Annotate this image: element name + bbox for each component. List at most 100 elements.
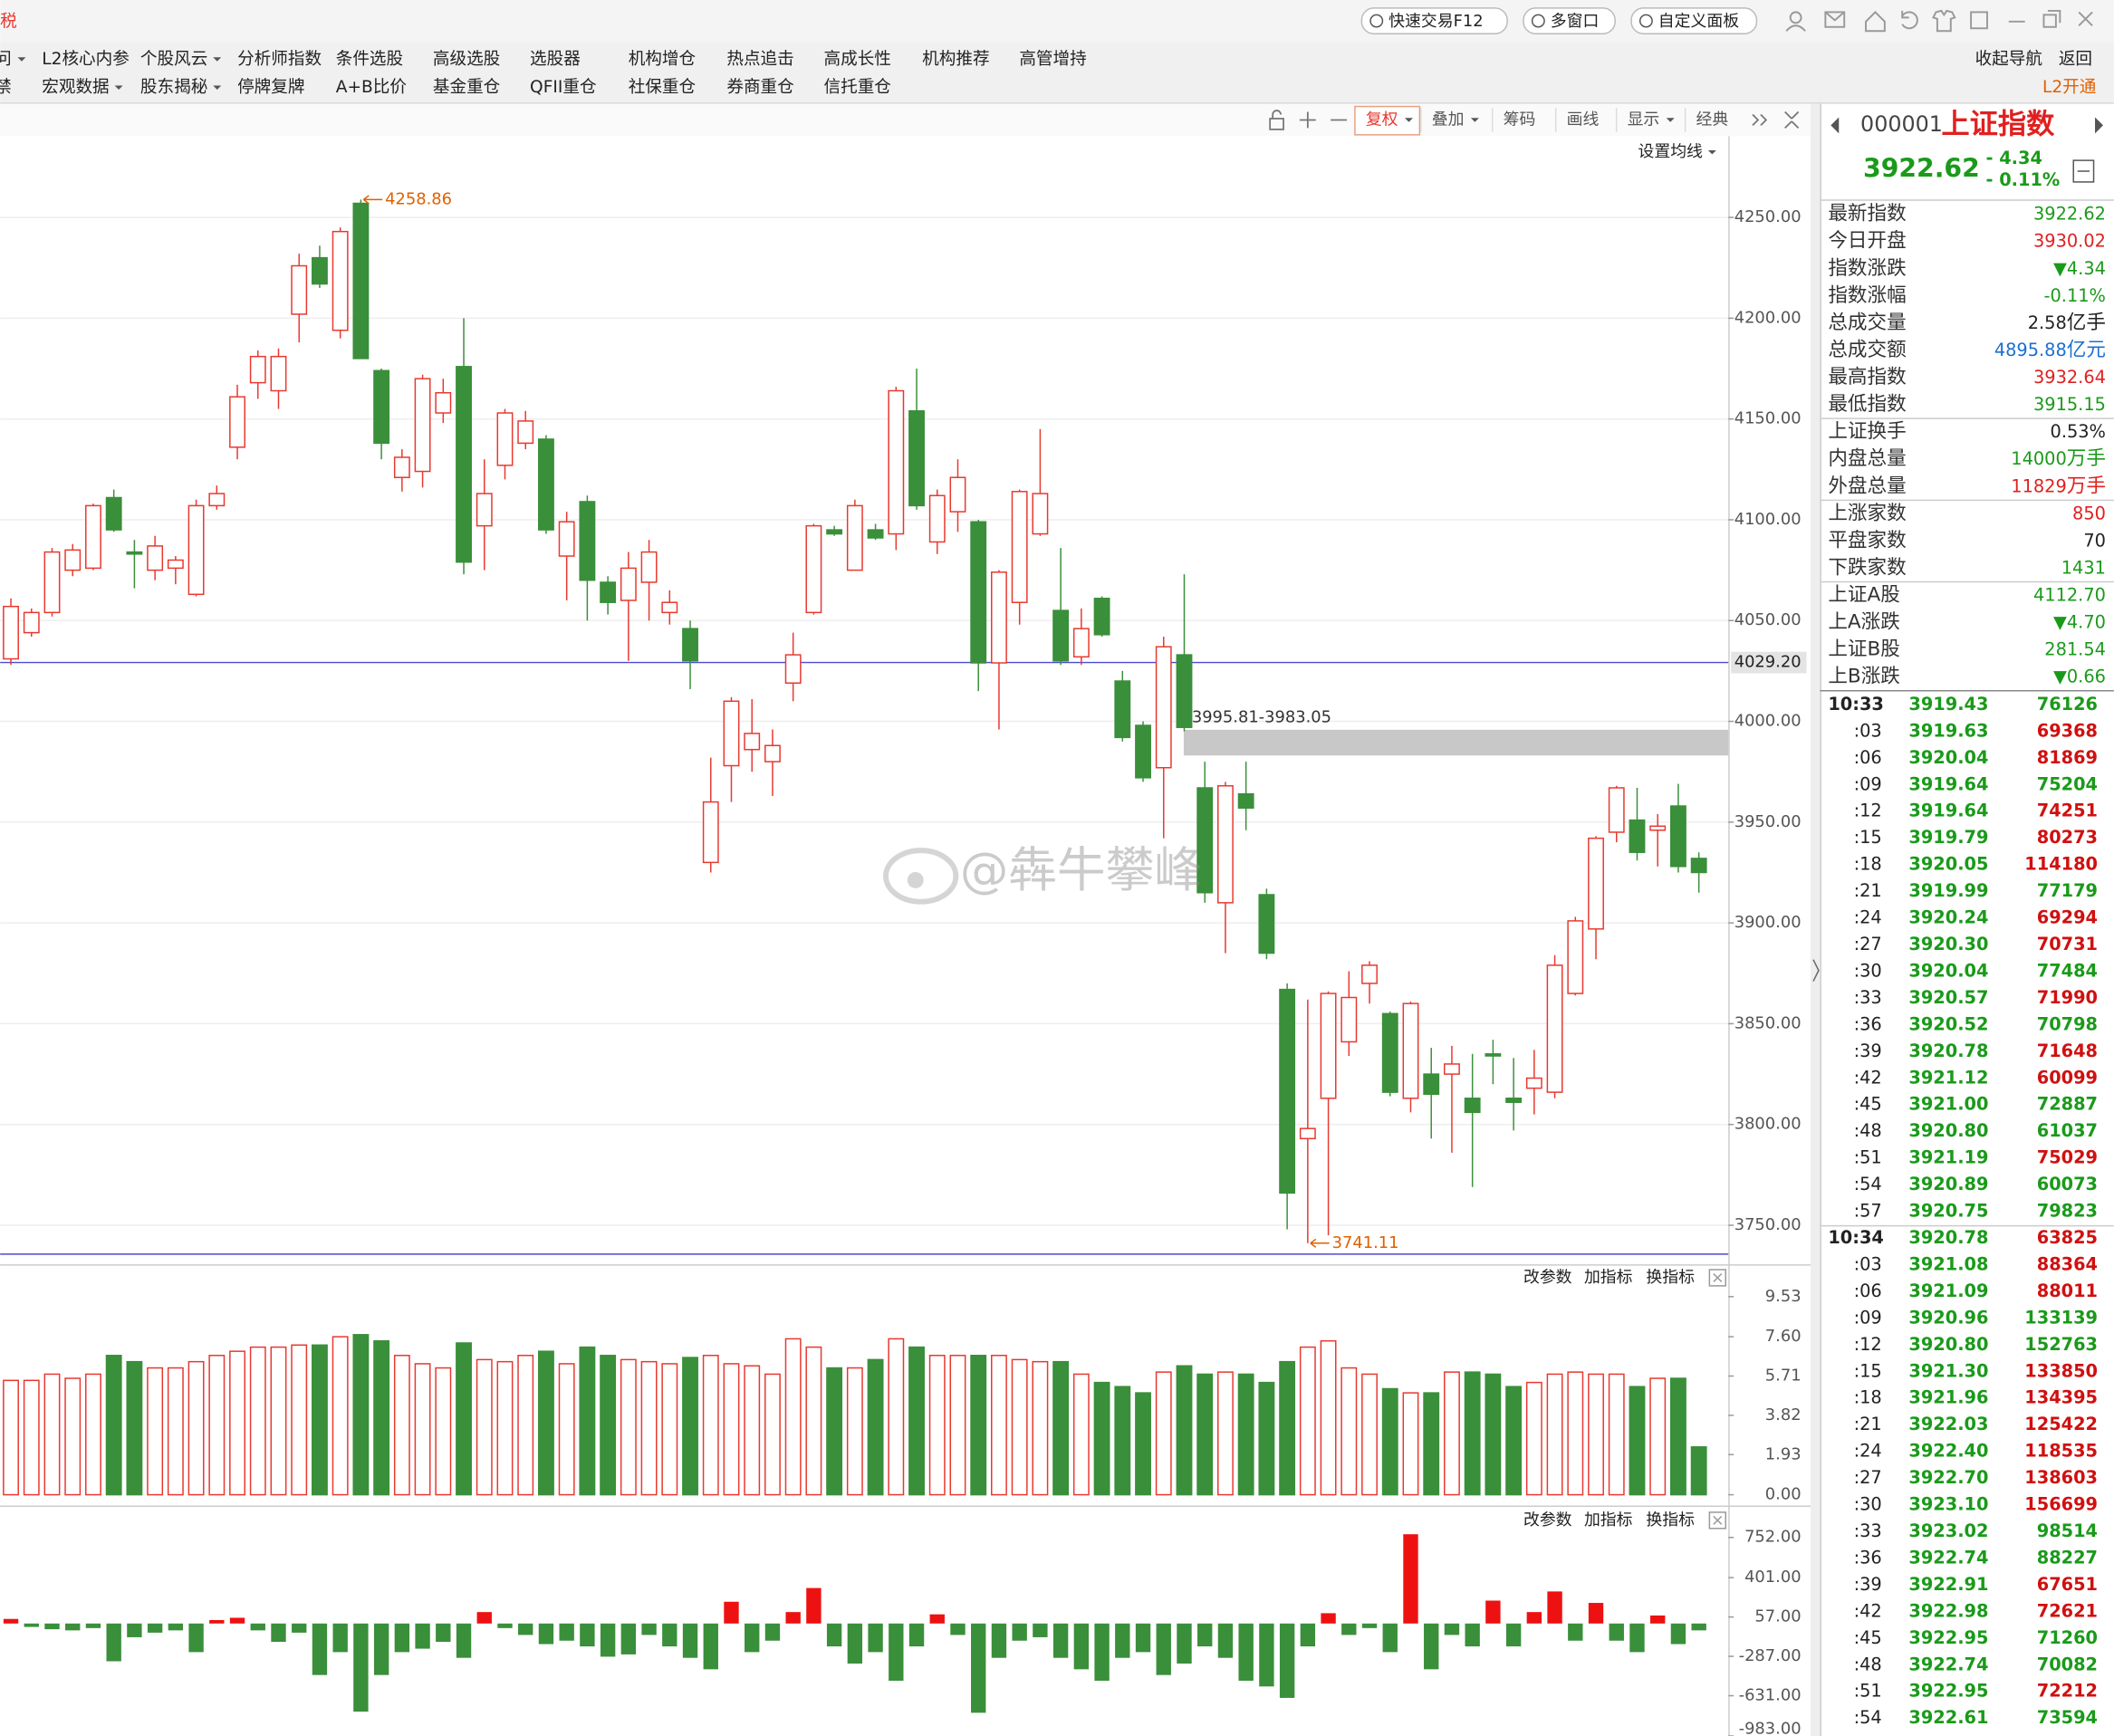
menu-item[interactable]: QFII重仓 [530, 78, 597, 97]
title-button-icon [1638, 14, 1653, 28]
menu-item[interactable]: 禁 [0, 78, 12, 97]
panel-close[interactable] [1708, 1269, 1726, 1287]
menu-item[interactable]: 问 [0, 50, 12, 69]
volume-bar [1032, 1360, 1049, 1496]
indicator-bar [332, 1623, 348, 1653]
title-button-label[interactable]: 自定义面板 [1658, 12, 1739, 31]
candle-body [373, 369, 390, 445]
prev-arrow[interactable] [1831, 117, 1840, 134]
dropdown-arrow [1666, 118, 1675, 122]
volume-bar [949, 1355, 966, 1496]
toolbar-button[interactable]: 画线 [1567, 110, 1600, 129]
menu-item[interactable]: 高级选股 [433, 50, 500, 69]
indicator-bar [1650, 1615, 1666, 1624]
candle-body [1052, 609, 1070, 662]
stat-value: ▼4.34 [2053, 257, 2106, 278]
toolbar-icons[interactable] [1269, 110, 1800, 130]
stat-number: 3915.15 [2033, 394, 2106, 415]
candle-body [723, 700, 740, 767]
menu-item[interactable]: 机构增仓 [629, 50, 697, 69]
menu-item[interactable]: 分析师指数 [237, 50, 322, 69]
volume-bar [888, 1338, 905, 1496]
tick-time: :09 [1854, 773, 1882, 794]
indicator-bar [1485, 1600, 1501, 1624]
volume-bar [43, 1373, 61, 1496]
dropdown-arrow [213, 85, 222, 90]
panel-handle[interactable] [1810, 103, 1821, 1736]
volume-bar [3, 1379, 19, 1496]
menu-item[interactable]: 券商重仓 [726, 78, 794, 97]
toolbar-button[interactable]: 显示 [1628, 110, 1660, 129]
tick-time: :15 [1854, 1360, 1882, 1381]
panel-button[interactable]: 换指标 [1646, 1511, 1695, 1530]
tick-time: :15 [1854, 827, 1882, 848]
candle-body [1320, 993, 1337, 1099]
volume-bar [105, 1355, 122, 1496]
menu-item[interactable]: 高管增持 [1019, 50, 1086, 69]
next-arrow[interactable] [2095, 117, 2103, 134]
menu-item[interactable]: 信托重仓 [824, 78, 892, 97]
menu-item[interactable]: 个股风云 [140, 50, 207, 69]
volume-bar [435, 1367, 452, 1496]
toolbar-button[interactable]: 叠加 [1432, 110, 1465, 129]
menu-item[interactable]: 股东揭秘 [140, 78, 207, 97]
panel-close-x [1713, 1515, 1723, 1525]
title-button[interactable] [1523, 7, 1616, 34]
panel-button[interactable]: 改参数 [1523, 1268, 1572, 1287]
indicator-bar [1033, 1623, 1048, 1637]
y-tick-label: 4200.00 [1734, 308, 1802, 327]
panel-button[interactable]: 改参数 [1523, 1511, 1572, 1530]
candle-body [312, 256, 328, 285]
tick-time: :12 [1854, 801, 1882, 821]
panel-button[interactable]: 加指标 [1584, 1268, 1633, 1287]
panel-close[interactable] [1708, 1511, 1726, 1530]
indicator-bar [147, 1623, 163, 1633]
title-button-label[interactable]: 多窗口 [1551, 12, 1600, 31]
stat-number: 281.54 [2044, 638, 2106, 659]
menu-item[interactable]: 基金重仓 [433, 78, 501, 97]
indicator-bar [229, 1617, 245, 1624]
title-button[interactable] [1360, 7, 1508, 34]
toolbar-button[interactable]: 筹码 [1504, 110, 1536, 129]
volume-bar [208, 1355, 226, 1496]
volume-bar [1629, 1386, 1646, 1496]
stat-number: ▼4.70 [2053, 611, 2106, 632]
toolbar-button[interactable]: 经典 [1696, 110, 1728, 129]
menu-item[interactable]: 选股器 [530, 50, 581, 69]
menu-item[interactable]: 收起导航 [1975, 50, 2042, 69]
menu-item[interactable]: L2核心内参 [42, 50, 130, 69]
ma-button[interactable]: 设置均线 [1638, 142, 1703, 161]
title-button[interactable] [1630, 7, 1758, 34]
volume-bar [538, 1350, 554, 1496]
collapse-icon[interactable] [2072, 159, 2095, 183]
candle-body [1485, 1053, 1502, 1057]
tick-price: 3920.52 [1908, 1013, 1988, 1034]
menu-item[interactable]: 返回 [2059, 50, 2092, 69]
indicator-bar [250, 1623, 265, 1631]
menu-item[interactable]: A+B比价 [336, 78, 408, 97]
tick-price: 3920.80 [1908, 1120, 1988, 1141]
toolbar-button[interactable]: 复权 [1366, 110, 1398, 129]
menu-item[interactable]: 宏观数据 [42, 78, 109, 97]
candle-body [3, 605, 19, 660]
tick-price: 3921.08 [1908, 1253, 1988, 1274]
window-icons[interactable] [1785, 9, 2093, 33]
menu-item[interactable]: 停牌复牌 [237, 78, 304, 97]
panel-button[interactable]: 换指标 [1646, 1268, 1695, 1287]
y-tick-label: 4150.00 [1734, 409, 1802, 428]
menu-item[interactable]: 热点追击 [726, 50, 793, 69]
indicator-bar [806, 1587, 822, 1624]
y-tick-label: 3800.00 [1734, 1115, 1802, 1134]
title-button-label[interactable]: 快速交易F12 [1389, 12, 1483, 31]
menu-item[interactable]: L2开通 [2042, 78, 2097, 97]
stat-label: 总成交量 [1828, 312, 1906, 334]
menu-item[interactable]: 高成长性 [824, 50, 891, 69]
y-tick-label: 9.53 [1765, 1287, 1802, 1306]
tick-price: 3922.74 [1908, 1547, 1988, 1568]
panel-button[interactable]: 加指标 [1584, 1511, 1633, 1530]
menu-item[interactable]: 机构推荐 [922, 50, 989, 69]
menu-item[interactable]: 条件选股 [336, 50, 403, 69]
volume-bar [991, 1355, 1007, 1496]
tick-volume: 133850 [2024, 1360, 2098, 1381]
menu-item[interactable]: 社保重仓 [629, 78, 697, 97]
